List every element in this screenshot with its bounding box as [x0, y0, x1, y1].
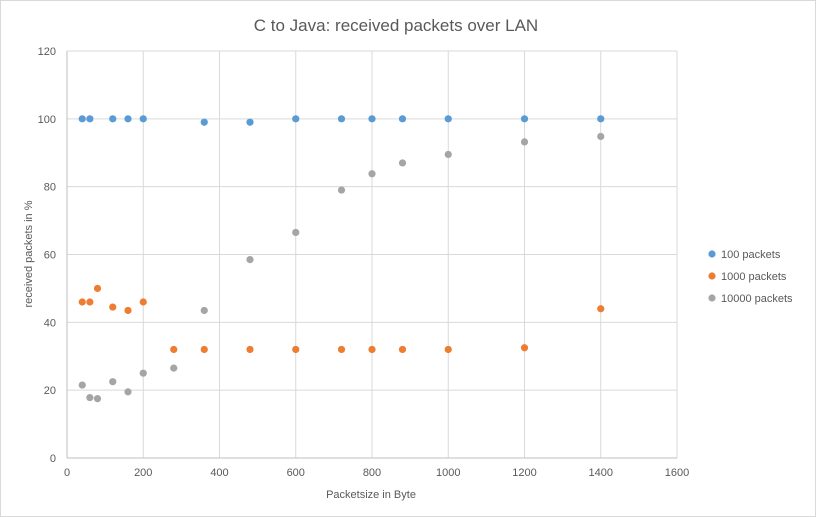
- data-point: [337, 115, 346, 123]
- data-point: [246, 118, 254, 126]
- data-point: [124, 388, 132, 396]
- x-tick-label: 400: [210, 467, 228, 479]
- data-point: [139, 115, 147, 123]
- data-point: [139, 369, 147, 377]
- x-tick-label: 0: [64, 467, 70, 479]
- data-point: [78, 298, 86, 306]
- series-3: [78, 132, 605, 403]
- series-1: [78, 115, 605, 126]
- data-point: [444, 345, 452, 354]
- y-axis-label: received packets in %: [23, 200, 35, 307]
- y-tick-label: 0: [50, 453, 56, 465]
- data-point: [93, 284, 102, 293]
- data-point: [124, 115, 132, 123]
- x-tick-label: 200: [134, 467, 152, 479]
- legend: 100 packets 1000 packets 10000 packets: [708, 249, 793, 305]
- data-point: [368, 170, 376, 178]
- data-point: [109, 378, 117, 386]
- gridlines: [67, 50, 678, 458]
- chart-title: C to Java: received packets over LAN: [254, 16, 538, 35]
- y-tick-label: 100: [38, 114, 56, 126]
- legend-marker: [708, 250, 716, 258]
- data-point: [398, 345, 407, 354]
- legend-entry: 100 packets: [721, 249, 781, 261]
- data-point: [520, 344, 529, 352]
- data-points: [78, 115, 605, 403]
- data-point: [109, 115, 117, 123]
- data-point: [78, 115, 86, 123]
- legend-entry: 1000 packets: [721, 271, 787, 283]
- data-point: [597, 115, 605, 123]
- data-point: [597, 132, 605, 141]
- x-tick-label: 1600: [665, 467, 689, 479]
- data-point: [398, 159, 407, 167]
- data-point: [170, 345, 178, 354]
- legend-marker: [708, 272, 716, 280]
- x-tick-label: 800: [363, 467, 381, 479]
- data-point: [86, 115, 94, 123]
- data-point: [444, 150, 452, 159]
- data-point: [246, 255, 254, 264]
- data-point: [86, 394, 94, 402]
- data-point: [292, 115, 300, 123]
- data-point: [520, 115, 529, 123]
- data-point: [78, 381, 86, 389]
- data-point: [368, 345, 376, 354]
- data-point: [337, 345, 346, 354]
- axes: 0 200 400 600 800 1000 1200 1400 1600 0 20 40 60 80 10…: [38, 46, 690, 479]
- data-point: [200, 306, 208, 315]
- data-point: [124, 306, 132, 315]
- data-point: [292, 345, 300, 354]
- y-tick-label: 120: [38, 46, 56, 58]
- data-point: [246, 345, 254, 354]
- x-tick-label: 1400: [589, 467, 613, 479]
- x-tick-label: 600: [287, 467, 305, 479]
- data-point: [520, 138, 529, 146]
- data-point: [398, 115, 407, 123]
- data-point: [93, 395, 102, 403]
- data-point: [109, 303, 117, 311]
- data-point: [139, 298, 147, 306]
- data-point: [292, 228, 300, 237]
- y-tick-label: 40: [44, 317, 56, 329]
- legend-marker: [708, 294, 716, 302]
- y-tick-label: 80: [44, 182, 56, 194]
- y-tick-label: 20: [44, 385, 56, 397]
- data-point: [170, 364, 178, 372]
- x-axis-label: Packetsize in Byte: [326, 489, 416, 501]
- data-point: [444, 115, 452, 123]
- data-point: [86, 298, 94, 306]
- data-point: [337, 186, 346, 194]
- data-point: [200, 345, 208, 354]
- data-point: [200, 118, 208, 126]
- y-tick-label: 60: [44, 250, 56, 262]
- legend-entry: 10000 packets: [721, 293, 793, 305]
- data-point: [597, 305, 605, 313]
- data-point: [368, 115, 376, 123]
- x-tick-label: 1200: [512, 467, 536, 479]
- series-2: [78, 284, 605, 354]
- x-tick-label: 1000: [436, 467, 460, 479]
